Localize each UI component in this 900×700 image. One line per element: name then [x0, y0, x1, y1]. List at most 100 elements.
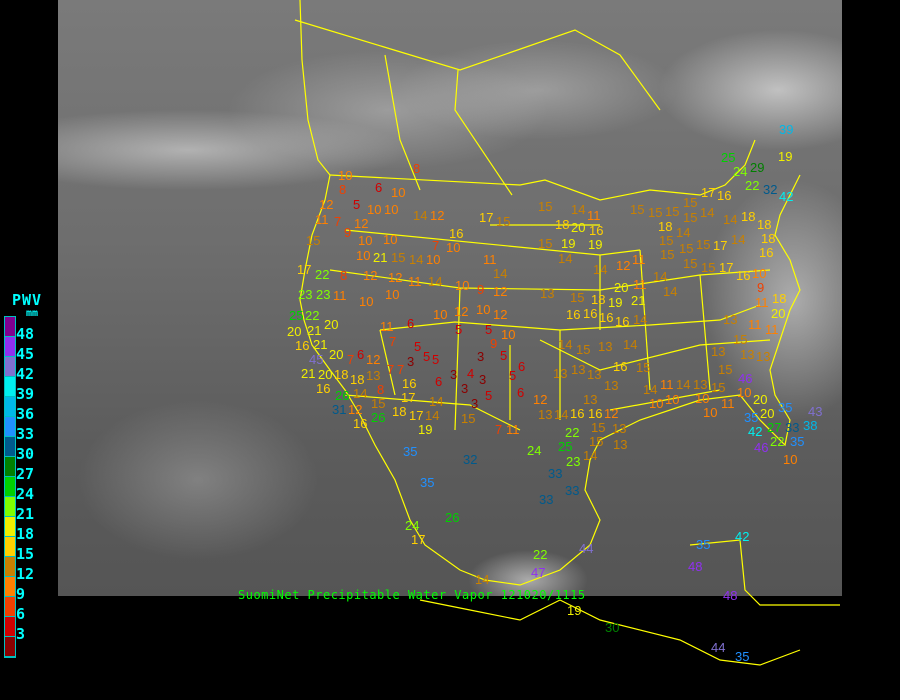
station-pwv-value: 11: [315, 212, 329, 227]
station-pwv-value: 22: [745, 178, 760, 193]
station-pwv-value: 11: [483, 252, 497, 267]
station-pwv-value: 20: [571, 220, 586, 235]
legend-swatch: [5, 457, 15, 477]
station-pwv-value: 24: [733, 164, 748, 179]
legend-color-bar: [4, 316, 16, 658]
station-pwv-value: 3: [479, 372, 487, 387]
station-pwv-value: 10: [338, 168, 353, 183]
station-pwv-value: 10: [433, 307, 448, 322]
station-pwv-value: 14: [676, 377, 691, 392]
station-pwv-value: 35: [744, 410, 759, 425]
station-pwv-value: 19: [608, 295, 623, 310]
station-pwv-value: 32: [763, 182, 778, 197]
station-pwv-value: 44: [579, 541, 594, 556]
station-pwv-value: 22: [533, 547, 548, 562]
station-pwv-value: 17: [713, 238, 728, 253]
legend-swatch: [5, 417, 15, 437]
station-pwv-value: 7: [495, 422, 503, 437]
station-pwv-value: 12: [388, 270, 403, 285]
station-pwv-value: 27: [767, 420, 782, 435]
station-pwv-value: 7: [334, 214, 342, 229]
legend-swatch: [5, 557, 15, 577]
station-pwv-value: 3: [450, 367, 458, 382]
station-pwv-value: 15: [660, 247, 675, 262]
station-pwv-value: 10: [703, 405, 718, 420]
station-pwv-value: 7: [347, 352, 355, 367]
station-pwv-value: 17: [411, 532, 426, 547]
station-pwv-value: 15: [496, 214, 511, 229]
station-pwv-value: 8: [339, 182, 347, 197]
station-pwv-value: 14: [633, 312, 648, 327]
station-pwv-value: 15: [576, 342, 591, 357]
station-pwv-value: 15: [570, 290, 585, 305]
station-pwv-value: 5: [509, 368, 517, 383]
legend-label: 15: [16, 545, 35, 563]
station-pwv-value: 45: [309, 352, 324, 367]
station-pwv-value: 35: [403, 444, 418, 459]
station-pwv-value: 15: [589, 434, 604, 449]
station-pwv-value: 16: [717, 188, 732, 203]
station-pwv-value: 23: [566, 454, 581, 469]
station-pwv-value: 10: [358, 233, 373, 248]
station-pwv-value: 15: [718, 362, 733, 377]
station-pwv-value: 11: [748, 317, 762, 332]
station-pwv-value: 18: [334, 367, 349, 382]
station-pwv-value: 10: [476, 302, 491, 317]
station-pwv-value: 10: [665, 392, 680, 407]
station-pwv-value: 3: [461, 381, 469, 396]
station-pwv-value: 22: [305, 308, 320, 323]
station-pwv-value: 12: [354, 216, 369, 231]
station-pwv-value: 13: [693, 377, 708, 392]
legend-label: 3: [16, 625, 26, 643]
station-pwv-value: 6: [517, 385, 525, 400]
station-pwv-value: 5: [414, 339, 422, 354]
station-pwv-value: 13: [598, 339, 613, 354]
station-pwv-value: 33: [539, 492, 554, 507]
station-pwv-value: 20: [614, 280, 629, 295]
station-pwv-value: 19: [418, 422, 433, 437]
station-pwv-value: 19: [588, 237, 603, 252]
station-pwv-value: 48: [688, 559, 703, 574]
boundary-line: [344, 394, 521, 431]
station-pwv-value: 19: [567, 603, 582, 618]
station-pwv-value: 15: [538, 199, 553, 214]
legend-label: 48: [16, 325, 35, 343]
station-pwv-value: 9: [757, 280, 765, 295]
station-pwv-value: 14: [676, 225, 691, 240]
station-pwv-value: 7: [397, 362, 405, 377]
station-pwv-value: 14: [425, 408, 440, 423]
station-pwv-value: 8: [340, 268, 348, 283]
station-pwv-value: 5: [485, 322, 493, 337]
station-pwv-value: 21: [631, 293, 646, 308]
station-pwv-value: 22: [565, 425, 580, 440]
station-pwv-value: 16: [566, 307, 581, 322]
station-pwv-value: 20: [329, 347, 344, 362]
station-pwv-value: 14: [353, 386, 368, 401]
legend-swatch: [5, 477, 15, 497]
station-pwv-value: 17: [409, 408, 424, 423]
legend-label: 12: [16, 565, 35, 583]
boundary-line: [689, 539, 840, 606]
station-pwv-value: 15: [648, 205, 663, 220]
station-pwv-value: 10: [783, 452, 798, 467]
station-pwv-value: 16: [759, 245, 774, 260]
station-pwv-value: 14: [493, 266, 508, 281]
boundary-line: [559, 599, 801, 666]
legend-label: 9: [16, 585, 26, 603]
station-pwv-value: 14: [428, 274, 443, 289]
legend-unit: mm: [26, 308, 39, 319]
station-pwv-value: 17: [701, 185, 716, 200]
legend-label: 42: [16, 365, 35, 383]
station-pwv-value: 13: [740, 347, 755, 362]
station-pwv-value: 42: [748, 424, 763, 439]
station-pwv-value: 14: [593, 262, 608, 277]
station-pwv-value: 14: [623, 337, 638, 352]
station-pwv-value: 13: [756, 349, 771, 364]
station-pwv-value: 15: [665, 204, 680, 219]
station-pwv-value: 16: [402, 376, 417, 391]
station-pwv-value: 13: [723, 312, 738, 327]
station-pwv-value: 15: [733, 332, 748, 347]
station-pwv-value: 6: [407, 316, 415, 331]
station-pwv-value: 18: [392, 404, 407, 419]
